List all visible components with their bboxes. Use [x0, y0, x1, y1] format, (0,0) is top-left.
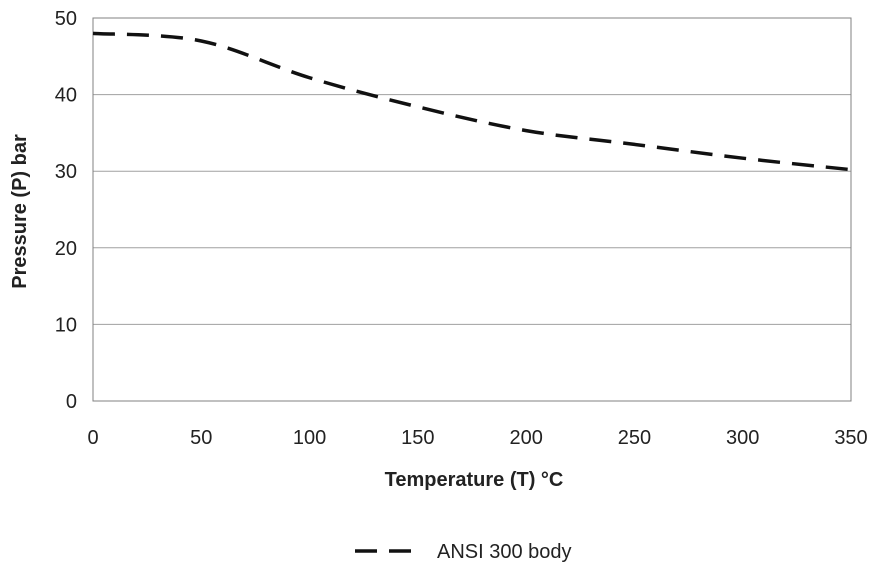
series-layer	[92, 31, 852, 172]
legend-label-ansi-300-body: ANSI 300 body	[437, 541, 572, 563]
x-axis-title: Temperature (T) °C	[385, 469, 564, 491]
y-axis-title: Pressure (P) bar	[9, 134, 31, 289]
grid-lines	[93, 94, 851, 325]
y-tick-label: 0	[66, 391, 77, 413]
x-tick-label: 350	[834, 427, 867, 449]
plot-area	[92, 17, 852, 402]
x-tick-label: 300	[726, 427, 759, 449]
y-tick-label: 10	[55, 314, 77, 336]
x-tick-label: 150	[401, 427, 434, 449]
x-tick-label: 100	[293, 427, 326, 449]
x-tick-label: 50	[190, 427, 212, 449]
x-tick-label: 0	[87, 427, 98, 449]
x-tick-label: 200	[509, 427, 542, 449]
legend: ANSI 300 body	[355, 541, 572, 563]
x-tick-labels: 0 50 100 150 200 250 300 350	[87, 427, 867, 449]
y-tick-label: 40	[55, 85, 77, 107]
y-tick-label: 30	[55, 161, 77, 183]
series-line-ansi-300-body	[92, 31, 852, 172]
x-tick-label: 250	[618, 427, 651, 449]
y-tick-label: 20	[55, 238, 77, 260]
y-tick-label: 50	[55, 8, 77, 30]
y-tick-labels: 0 10 20 30 40 50	[55, 8, 77, 413]
